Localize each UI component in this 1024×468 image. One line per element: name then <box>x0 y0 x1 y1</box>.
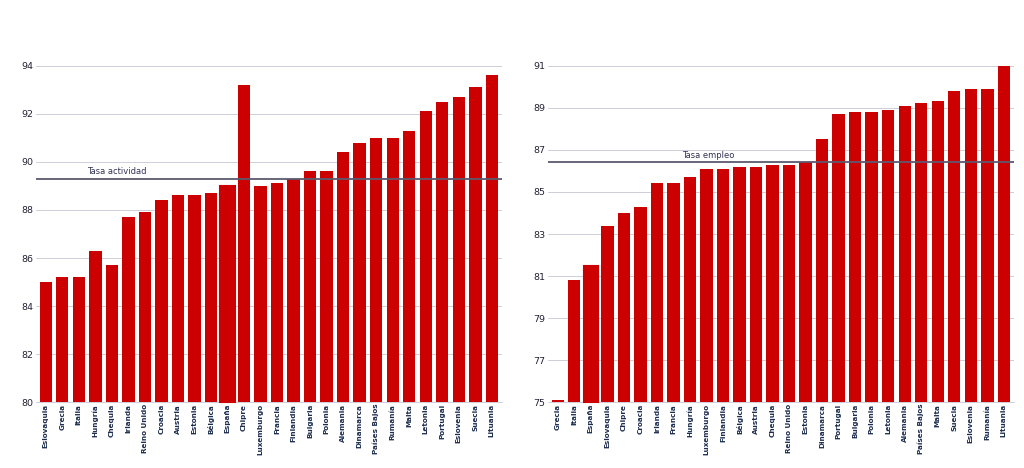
Bar <box>89 251 101 402</box>
Bar <box>403 131 416 402</box>
Bar <box>40 282 52 402</box>
Bar <box>370 138 382 402</box>
Bar <box>321 171 333 402</box>
Bar <box>453 97 465 402</box>
Bar <box>965 88 977 402</box>
Bar <box>56 278 69 402</box>
Bar <box>981 88 993 402</box>
Bar <box>932 102 944 402</box>
Bar <box>898 106 911 402</box>
Bar <box>221 186 233 402</box>
Bar <box>601 226 613 402</box>
Bar <box>105 265 118 402</box>
Bar <box>948 91 961 402</box>
Text: Tasa empleo: Tasa empleo <box>682 151 734 160</box>
Bar <box>816 139 828 402</box>
Bar <box>668 183 680 402</box>
Bar <box>783 165 796 402</box>
Bar <box>271 183 284 402</box>
Bar <box>238 85 250 402</box>
Bar <box>634 207 646 402</box>
Bar <box>172 196 184 402</box>
Bar <box>254 186 266 402</box>
Bar <box>800 162 812 402</box>
Bar <box>882 110 894 402</box>
Bar <box>469 87 481 402</box>
Bar <box>766 165 778 402</box>
Bar <box>188 196 201 402</box>
Bar <box>485 75 498 402</box>
Bar <box>584 265 598 402</box>
Text: Gráfico 7. Tasa de actividad, empleo y paro de los graduados superiores entre 25: Gráfico 7. Tasa de actividad, empleo y p… <box>8 23 818 33</box>
Bar <box>138 212 152 402</box>
Bar <box>833 114 845 402</box>
Bar <box>436 102 449 402</box>
Text: Tasa actividad: Tasa actividad <box>87 167 146 176</box>
Bar <box>353 143 366 402</box>
Bar <box>997 66 1010 402</box>
Bar <box>650 183 664 402</box>
Bar <box>717 169 729 402</box>
Bar <box>568 280 581 402</box>
Bar <box>915 103 928 402</box>
Bar <box>700 169 713 402</box>
Bar <box>617 213 630 402</box>
Bar <box>304 171 316 402</box>
Bar <box>750 167 762 402</box>
Bar <box>337 152 349 402</box>
Bar <box>122 217 134 402</box>
Bar <box>205 193 217 402</box>
Bar <box>684 177 696 402</box>
Bar <box>849 112 861 402</box>
Bar <box>386 138 399 402</box>
Bar <box>420 111 432 402</box>
Bar <box>552 401 564 402</box>
Bar <box>865 112 878 402</box>
Bar <box>733 167 745 402</box>
Bar <box>288 179 300 402</box>
Bar <box>156 200 168 402</box>
Bar <box>73 278 85 402</box>
Bar <box>585 265 597 402</box>
Bar <box>220 186 234 402</box>
